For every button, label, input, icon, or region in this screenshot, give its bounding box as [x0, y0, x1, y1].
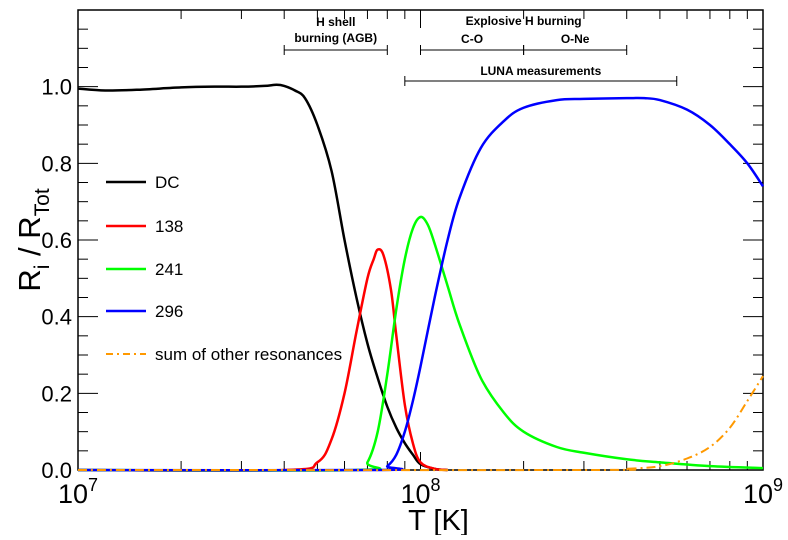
y-tick-label: 0.4 — [41, 305, 72, 330]
co-label: C-O — [461, 32, 483, 46]
one-label: O-Ne — [561, 32, 590, 46]
explosive-label: Explosive H burning — [466, 14, 582, 28]
x-tick-label: 108 — [400, 475, 440, 509]
agb-label-line1: H shell — [316, 15, 355, 29]
y-tick-label: 0.0 — [41, 458, 72, 483]
x-tick-label-base: 10 — [58, 479, 88, 509]
y-axis-ticks: 0.0 0.2 0.4 0.6 0.8 1.0 — [41, 9, 763, 483]
x-tick-label-exponent: 8 — [431, 475, 441, 495]
legend-label: 241 — [155, 260, 183, 279]
x-tick-label-exponent: 7 — [88, 475, 98, 495]
legend: DC 138 241 296 sum of other resonances — [106, 173, 342, 364]
luna-label: LUNA measurements — [480, 64, 601, 78]
x-tick-label-base: 10 — [400, 479, 430, 509]
y-tick-label: 0.8 — [41, 151, 72, 176]
y-label-sep: / — [12, 239, 47, 265]
annotations: H shell burning (AGB) C-O O-Ne Explosive H b… — [283, 14, 678, 86]
agb-label-line2: burning (AGB) — [294, 31, 377, 45]
x-tick-label: 109 — [743, 475, 783, 509]
axis-labels: T [K]Ri / RTot — [12, 188, 469, 537]
plot-frame — [77, 9, 764, 471]
series-line-dc — [77, 83, 448, 472]
series-line-sum-of-other-resonances — [77, 375, 764, 472]
series-line-138 — [77, 248, 448, 472]
y-label-r: R — [12, 269, 47, 291]
y-label-sub-tot: Tot — [31, 188, 54, 216]
y-label-sub-i: i — [31, 265, 54, 270]
y-tick-label: 0.2 — [41, 381, 72, 406]
series-lines — [77, 83, 765, 472]
x-axis-label: T [K] — [408, 505, 469, 535]
legend-label: 296 — [155, 302, 183, 321]
x-tick-label: 107 — [58, 475, 98, 509]
y-tick-label: 1.0 — [41, 75, 72, 100]
legend-label: DC — [155, 173, 180, 192]
legend-label: 138 — [155, 217, 183, 236]
y-tick-label: 0.6 — [41, 228, 72, 253]
y-axis-label: Ri / RTot — [12, 188, 54, 291]
series-line-296 — [77, 96, 765, 472]
x-tick-label-base: 10 — [743, 479, 773, 509]
x-tick-label-exponent: 9 — [773, 475, 783, 495]
series-line-241 — [77, 215, 764, 472]
y-label-r2: R — [12, 216, 47, 238]
legend-label: sum of other resonances — [155, 345, 342, 364]
